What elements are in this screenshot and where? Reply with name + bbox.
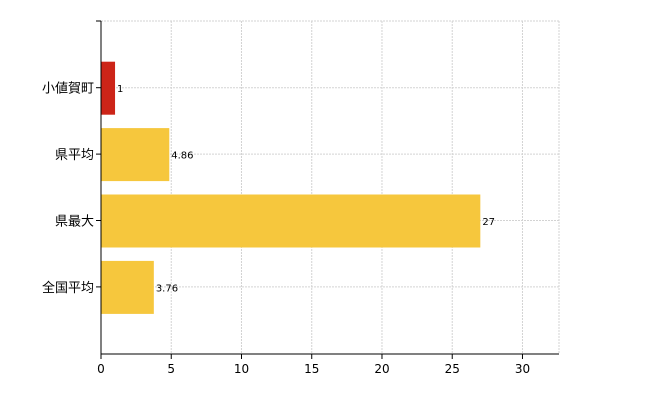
bars [101,61,481,314]
x-tick-label: 10 [234,362,249,376]
bar [101,260,154,314]
x-tick-label: 30 [515,362,530,376]
bar-value-label: 3.76 [156,283,178,294]
x-tick-label: 25 [445,362,460,376]
axes [96,20,559,359]
bar [101,194,481,248]
x-tick-label: 5 [167,362,175,376]
x-tick-label: 15 [304,362,319,376]
bar [101,128,170,182]
category-label: 県平均 [55,148,94,163]
grid-lines [101,20,560,354]
bar [101,61,116,115]
bar-value-label: 4.86 [171,151,193,162]
bar-value-label: 1 [117,84,123,95]
x-tick-label: 0 [97,362,105,376]
category-label: 全国平均 [42,280,94,296]
category-label: 小値賀町 [42,81,94,97]
x-tick-label: 20 [374,362,389,376]
bar-value-label: 27 [482,217,495,228]
category-label: 県最大 [55,215,94,230]
